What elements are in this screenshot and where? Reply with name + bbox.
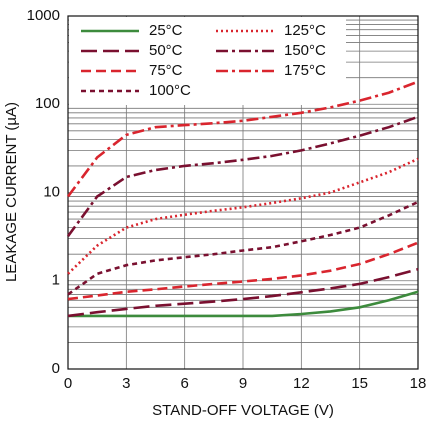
x-tick-label: 9: [239, 375, 247, 392]
plot-frame: [67, 15, 419, 370]
y-tick-label: 1000: [27, 7, 60, 24]
legend-label: 75°C: [149, 62, 183, 79]
line-series: [66, 115, 419, 237]
legend-label: 125°C: [284, 22, 326, 39]
legend-label: 175°C: [284, 62, 326, 79]
legend-label: 50°C: [149, 42, 183, 59]
line-series: [68, 290, 419, 318]
y-axis-title: LEAKAGE CURRENT (µA): [3, 102, 20, 282]
legend: 25°C 50°C 75°C 100°C 125°C 150°C 175°C: [69, 17, 346, 105]
x-tick-label: 0: [64, 375, 72, 392]
y-tick-label: 100: [35, 95, 60, 112]
x-tick-label: 18: [410, 375, 427, 392]
line-series: [67, 200, 419, 296]
y-tick-label: 0: [52, 360, 60, 377]
legend-label: 150°C: [284, 42, 326, 59]
line-series: [66, 80, 419, 198]
x-tick-label: 3: [122, 375, 130, 392]
legend-label: 100°C: [149, 82, 191, 99]
x-tick-label: 12: [293, 375, 310, 392]
x-axis-title: STAND-OFF VOLTAGE (V): [152, 402, 334, 419]
x-tick-label: 6: [180, 375, 188, 392]
line-series: [67, 241, 419, 301]
y-tick-label: 10: [43, 183, 60, 200]
y-tick-label: 1: [52, 272, 60, 289]
legend-label: 25°C: [149, 22, 183, 39]
x-tick-label: 15: [351, 375, 368, 392]
line-series: [67, 267, 419, 318]
